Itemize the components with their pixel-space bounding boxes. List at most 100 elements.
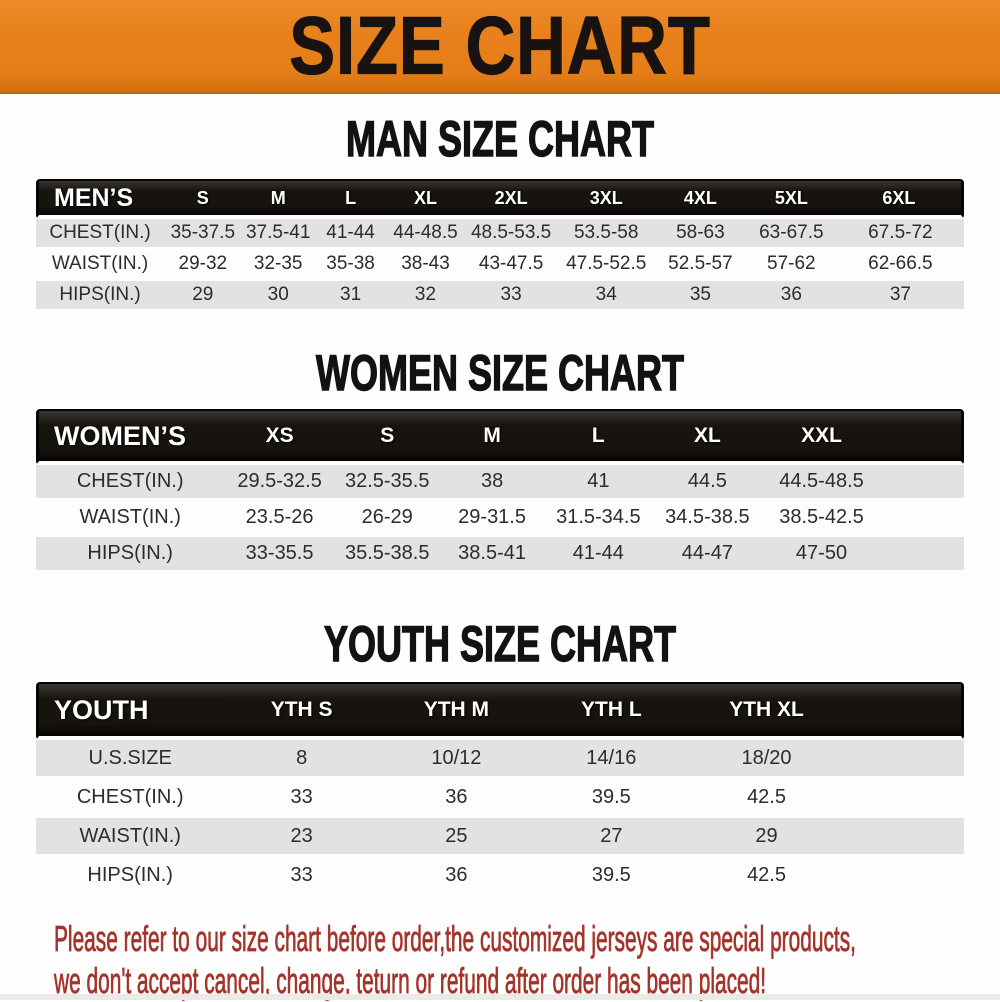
column-header: XL (386, 179, 465, 219)
column-header: M (439, 409, 545, 465)
size-value-cell: 38 (439, 465, 545, 501)
column-header: XXL (762, 409, 881, 465)
column-header: 5XL (745, 179, 837, 219)
table-header-row: MEN’S S M L XL 2XL 3XL 4XL 5XL 6XL (36, 179, 964, 219)
row-label: CHEST(IN.) (36, 779, 225, 818)
size-value-cell: 10/12 (378, 740, 534, 779)
table-corner-label: MEN’S (36, 179, 165, 219)
column-header: 6XL (836, 179, 964, 219)
size-value-cell: 32 (386, 281, 465, 312)
man-section-heading: MAN SIZE CHART (345, 111, 654, 167)
table-row: HIPS(IN.) 29 30 31 32 33 34 35 36 37 (36, 281, 964, 312)
youth-size-section: YOUTH SIZE CHART YOUTH YTH S YTH M YTH L YTH… (0, 616, 1000, 896)
mens-size-table: MEN’S S M L XL 2XL 3XL 4XL 5XL 6XL CHEST(IN.) 35-37… (36, 179, 964, 312)
table-corner-label: YOUTH (36, 682, 225, 740)
table-corner-label: WOMEN’S (36, 409, 225, 465)
size-value-cell: 36 (378, 779, 534, 818)
filler-cell (880, 501, 964, 537)
size-value-cell: 63-67.5 (745, 219, 837, 250)
size-value-cell: 35-37.5 (164, 219, 242, 250)
filler-cell (844, 740, 964, 779)
table-row: U.S.SIZE 8 10/12 14/16 18/20 (36, 740, 964, 779)
size-value-cell: 27 (533, 818, 689, 857)
size-value-cell: 41 (544, 465, 653, 501)
bottom-edge-strip (0, 994, 1000, 1000)
row-label: U.S.SIZE (36, 740, 225, 779)
column-header: M (241, 179, 315, 219)
column-header: 4XL (654, 179, 746, 219)
size-value-cell: 35-38 (314, 250, 387, 281)
table-row: WAIST(IN.) 29-32 32-35 35-38 38-43 43-47.5 47.… (36, 250, 964, 281)
table-row: CHEST(IN.) 29.5-32.5 32.5-35.5 38 41 44.5 44.5… (36, 465, 964, 501)
table-header-row: WOMEN’S XS S M L XL XXL (36, 409, 964, 465)
size-value-cell: 41-44 (544, 537, 653, 573)
man-size-section: MAN SIZE CHART MEN’S S M L XL 2XL 3XL 4XL 5XL 6XL… (0, 111, 1000, 312)
size-value-cell: 62-66.5 (836, 250, 964, 281)
size-value-cell: 39.5 (533, 779, 689, 818)
row-label: WAIST(IN.) (36, 501, 225, 537)
size-value-cell: 30 (241, 281, 315, 312)
size-value-cell: 18/20 (688, 740, 845, 779)
column-header: 3XL (557, 179, 655, 219)
size-value-cell: 29 (688, 818, 845, 857)
size-value-cell: 35.5-38.5 (334, 537, 440, 573)
table-row: HIPS(IN.) 33-35.5 35.5-38.5 38.5-41 41-44 44-… (36, 537, 964, 573)
size-value-cell: 41-44 (314, 219, 387, 250)
table-row: WAIST(IN.) 23.5-26 26-29 29-31.5 31.5-34.5 34… (36, 501, 964, 537)
size-value-cell: 47.5-52.5 (557, 250, 655, 281)
size-value-cell: 35 (654, 281, 746, 312)
column-header: S (164, 179, 242, 219)
size-value-cell: 36 (378, 857, 534, 896)
filler-cell (844, 857, 964, 896)
row-label: WAIST(IN.) (36, 818, 225, 857)
row-label: HIPS(IN.) (36, 537, 225, 573)
row-label: CHEST(IN.) (36, 219, 165, 250)
size-value-cell: 33 (224, 779, 379, 818)
banner: SIZE CHART (0, 0, 1000, 94)
size-value-cell: 44-48.5 (386, 219, 465, 250)
size-value-cell: 39.5 (533, 857, 689, 896)
size-value-cell: 29-32 (164, 250, 242, 281)
filler-cell (880, 409, 964, 465)
size-value-cell: 42.5 (688, 857, 845, 896)
filler-cell (844, 818, 964, 857)
size-value-cell: 33 (224, 857, 379, 896)
size-value-cell: 31.5-34.5 (544, 501, 653, 537)
size-value-cell: 23 (224, 818, 379, 857)
filler-cell (844, 682, 964, 740)
size-value-cell: 33-35.5 (224, 537, 335, 573)
size-value-cell: 43-47.5 (464, 250, 558, 281)
column-header: L (544, 409, 653, 465)
column-header: S (334, 409, 440, 465)
table-row: CHEST(IN.) 33 36 39.5 42.5 (36, 779, 964, 818)
size-value-cell: 26-29 (334, 501, 440, 537)
column-header: YTH S (224, 682, 379, 740)
size-value-cell: 23.5-26 (224, 501, 335, 537)
column-header: L (314, 179, 387, 219)
size-value-cell: 57-62 (745, 250, 837, 281)
column-header: 2XL (464, 179, 558, 219)
size-value-cell: 38.5-42.5 (762, 501, 881, 537)
youth-section-heading: YOUTH SIZE CHART (323, 616, 677, 672)
filler-cell (880, 537, 964, 573)
size-value-cell: 42.5 (688, 779, 845, 818)
size-value-cell: 44.5-48.5 (762, 465, 881, 501)
size-value-cell: 37.5-41 (241, 219, 315, 250)
size-value-cell: 52.5-57 (654, 250, 746, 281)
table-header-row: YOUTH YTH S YTH M YTH L YTH XL (36, 682, 964, 740)
size-value-cell: 53.5-58 (557, 219, 655, 250)
size-value-cell: 14/16 (533, 740, 689, 779)
column-header: YTH M (378, 682, 534, 740)
page-title: SIZE CHART (289, 0, 711, 91)
size-value-cell: 32.5-35.5 (334, 465, 440, 501)
size-value-cell: 32-35 (241, 250, 315, 281)
size-value-cell: 25 (378, 818, 534, 857)
row-label: HIPS(IN.) (36, 281, 165, 312)
size-value-cell: 33 (464, 281, 558, 312)
size-value-cell: 34 (557, 281, 655, 312)
size-value-cell: 29.5-32.5 (224, 465, 335, 501)
size-value-cell: 31 (314, 281, 387, 312)
row-label: HIPS(IN.) (36, 857, 225, 896)
size-value-cell: 36 (745, 281, 837, 312)
